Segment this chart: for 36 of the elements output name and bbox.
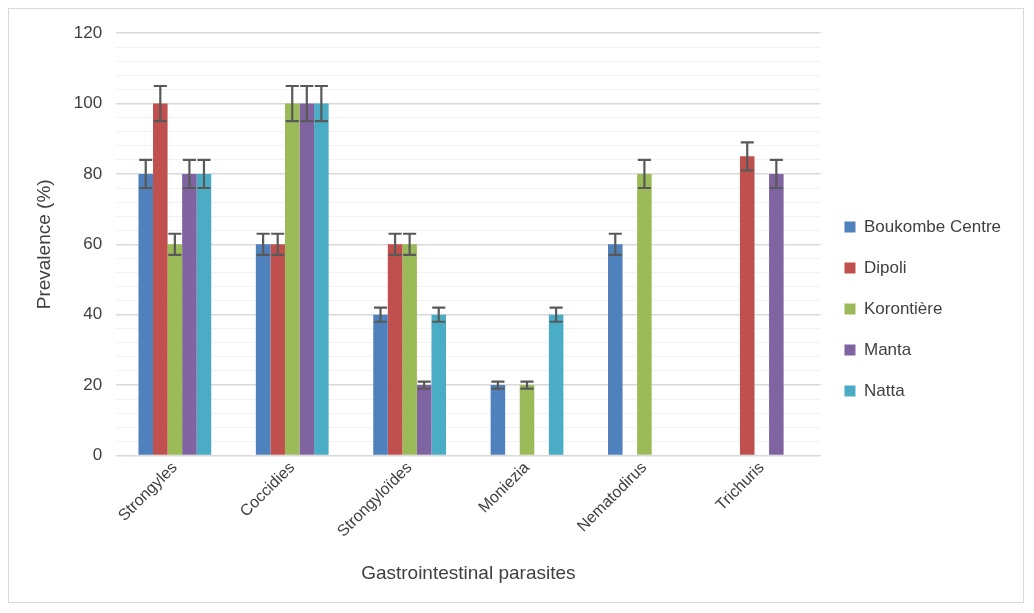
- bar: [490, 385, 506, 455]
- legend-label: Manta: [863, 339, 912, 359]
- bar: [314, 103, 329, 455]
- y-tick-label: 80: [83, 163, 103, 183]
- bar: [739, 156, 755, 455]
- y-tick-label: 0: [92, 445, 103, 465]
- bar: [769, 173, 784, 455]
- legend-label: Natta: [863, 380, 906, 400]
- legend-label: Dipoli: [863, 257, 907, 277]
- legend-label: Boukombe Centre: [863, 216, 1002, 236]
- y-tick-label: 20: [83, 374, 103, 394]
- bar: [196, 173, 212, 455]
- bar: [270, 244, 285, 455]
- x-axis-title: Gastrointestinal parasites: [361, 561, 576, 583]
- bar: [387, 244, 403, 455]
- y-tick-label: 100: [73, 93, 103, 113]
- bar: [153, 103, 168, 455]
- bar: [519, 385, 535, 455]
- bar: [138, 173, 154, 455]
- bar: [431, 314, 447, 455]
- bar: [637, 173, 652, 455]
- y-tick-label: 60: [83, 234, 103, 254]
- legend-label: Korontière: [863, 298, 943, 318]
- bar: [402, 244, 417, 455]
- y-tick-label: 40: [83, 304, 103, 324]
- y-axis-title: Prevalence (%): [32, 179, 54, 310]
- y-tick-label: 120: [73, 22, 103, 42]
- bar: [167, 244, 183, 455]
- bar: [182, 173, 197, 455]
- bar: [373, 314, 388, 455]
- bar: [299, 103, 315, 455]
- bar: [284, 103, 300, 455]
- bar: [608, 244, 623, 455]
- bar: [416, 385, 432, 455]
- bar: [255, 244, 271, 455]
- bar: [548, 314, 564, 455]
